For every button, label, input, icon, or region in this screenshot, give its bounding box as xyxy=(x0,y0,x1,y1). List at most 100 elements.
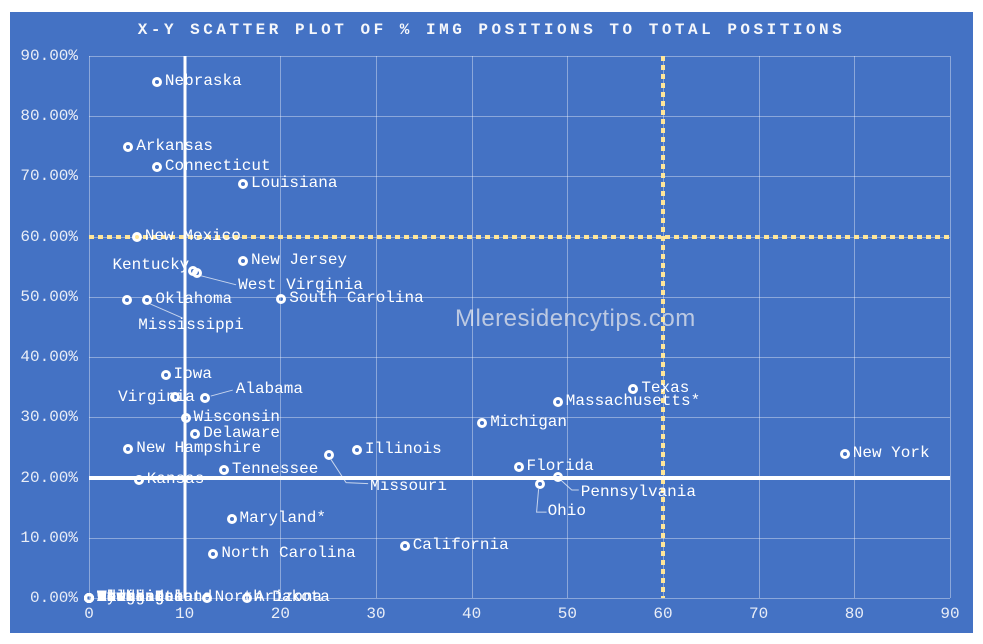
data-point-label: Maryland* xyxy=(239,509,326,528)
data-point-marker xyxy=(151,76,162,87)
data-point-marker xyxy=(839,449,850,460)
gridline xyxy=(89,176,950,178)
data-point-label: North Carolina xyxy=(221,544,356,563)
data-point-marker xyxy=(133,474,144,485)
data-point-marker xyxy=(123,141,134,152)
y-tick-label: 50.00% xyxy=(20,287,78,306)
solid-reference-line-horizontal xyxy=(89,475,950,480)
gridline xyxy=(89,116,950,118)
data-point-label: Oklahoma xyxy=(155,289,233,308)
data-point-marker xyxy=(276,293,287,304)
data-point-label: Pennsylvania xyxy=(580,482,696,501)
gridline xyxy=(89,56,90,598)
data-point-marker xyxy=(199,393,210,404)
data-point-label: Alabama xyxy=(235,380,303,399)
data-point-label: Colorado xyxy=(97,588,174,606)
data-point-marker xyxy=(180,412,191,423)
data-point-label: Illinois xyxy=(364,439,442,458)
data-point-marker xyxy=(190,429,201,440)
data-point-label: Tennessee xyxy=(231,459,319,478)
callout-line xyxy=(200,275,237,286)
data-point-label: South Carolina xyxy=(289,288,424,307)
data-point-marker xyxy=(201,593,212,603)
y-tick-label: 0.00% xyxy=(29,589,78,607)
callout-line xyxy=(560,479,579,491)
y-tick-label: 30.00% xyxy=(20,408,78,427)
data-point-marker xyxy=(351,444,362,455)
data-point-label: Ohio xyxy=(547,502,586,521)
data-point-marker xyxy=(131,232,142,243)
x-tick-label: 90 xyxy=(940,605,960,623)
gridline xyxy=(280,56,282,598)
gridline xyxy=(89,537,950,539)
data-point-marker xyxy=(552,471,563,482)
data-point-label: Massachusetts* xyxy=(565,392,701,411)
data-point-label: Iowa xyxy=(173,365,212,384)
data-point-label: Nebraska xyxy=(164,71,242,90)
gridline xyxy=(758,56,760,598)
data-point-marker xyxy=(241,593,252,603)
data-point-label: Montana xyxy=(97,588,165,606)
data-point-marker xyxy=(123,444,134,455)
scatter-chart: X-Y SCATTER PLOT OF % IMG POSITIONS TO T… xyxy=(10,12,973,633)
data-point-marker xyxy=(399,541,410,552)
x-tick-label: 60 xyxy=(653,605,673,623)
data-point-label: Nevada xyxy=(97,588,155,606)
data-point-label: Louisiana xyxy=(251,174,338,193)
y-tick-label: 10.00% xyxy=(20,528,78,547)
data-point-label: South Dakota xyxy=(97,588,213,606)
y-tick-label: 70.00% xyxy=(20,167,78,186)
x-tick-label: 30 xyxy=(366,605,386,623)
data-point-marker xyxy=(534,479,545,490)
gridline xyxy=(89,598,950,599)
data-point-label: New York xyxy=(852,444,930,463)
data-point-label: Utah xyxy=(97,588,136,606)
data-point-marker xyxy=(142,294,153,305)
dotted-reference-line-horizontal xyxy=(89,234,950,239)
x-tick-label: 40 xyxy=(462,605,482,623)
callout-lines xyxy=(150,275,579,513)
data-point-label: Connecticut xyxy=(164,156,271,175)
data-point-label: Texas xyxy=(641,379,690,398)
data-point-label: Georgia xyxy=(97,588,165,606)
data-point-label: Vermont xyxy=(97,588,165,606)
data-point-label: Washington xyxy=(97,588,194,606)
gridline xyxy=(89,417,950,419)
data-point-marker xyxy=(208,549,219,560)
data-point-label: Maine xyxy=(97,588,146,606)
gridline xyxy=(471,56,473,598)
data-point-label: Rhode Island xyxy=(97,588,213,606)
data-point-label: New Mexico xyxy=(144,227,241,246)
watermark: Mleresidencytips.com xyxy=(455,305,696,332)
data-point-marker xyxy=(552,397,563,408)
gridline xyxy=(89,56,950,57)
callout-line xyxy=(536,489,547,513)
data-point-label: Hawaii xyxy=(97,588,155,606)
data-point-label: Mississippi xyxy=(138,315,244,334)
x-tick-label: 0 xyxy=(84,605,94,623)
gridline xyxy=(89,357,950,359)
data-point-marker xyxy=(151,161,162,172)
data-point-label: New Jersey xyxy=(251,250,348,269)
data-point-label: Wisconsin xyxy=(193,407,281,426)
dotted-reference-line-vertical xyxy=(661,56,665,598)
data-point-marker xyxy=(160,370,171,381)
data-point-label: Kansas xyxy=(146,469,205,488)
data-point-label: Missouri xyxy=(370,476,447,495)
data-point-marker xyxy=(513,461,524,472)
data-point-label: Virginia xyxy=(118,387,195,406)
callout-line xyxy=(330,459,369,485)
data-point-label: Florida xyxy=(526,456,594,475)
data-point-label: Oregon xyxy=(97,588,155,606)
y-tick-label: 80.00% xyxy=(20,107,78,126)
data-point-label: West Virginia xyxy=(238,275,363,294)
y-tick-label: 20.00% xyxy=(20,468,78,487)
data-point-label: Alaska xyxy=(97,588,155,606)
data-point-label: Delaware xyxy=(203,424,280,443)
data-point-label: Arizona xyxy=(254,588,323,606)
y-tick-label: 90.00% xyxy=(20,47,78,65)
gridline xyxy=(950,56,951,598)
data-point-label: Michigan xyxy=(490,412,567,431)
data-point-marker xyxy=(324,449,335,460)
gridline xyxy=(89,296,950,298)
